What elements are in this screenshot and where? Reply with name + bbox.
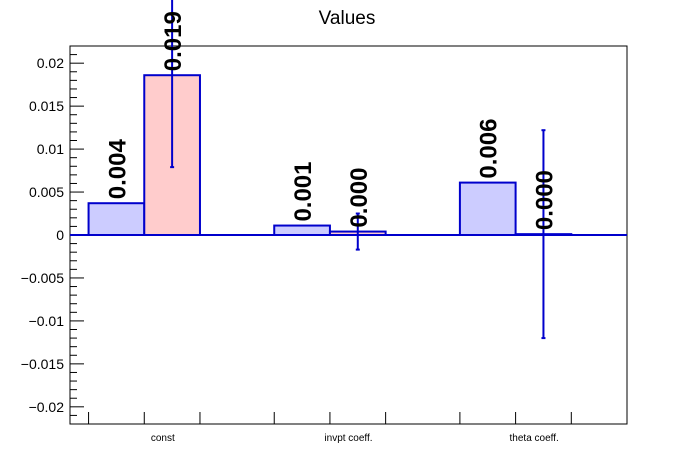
y-axis: 0.02 0.015 0.01 0.005 0 −0.005 −0.01 −0.015 −0.0… xyxy=(21,45,84,425)
error-bar xyxy=(541,129,546,340)
category-label: theta coeff. xyxy=(510,433,559,444)
y-tick-label: 0.015 xyxy=(29,98,64,114)
y-tick-label: 0.005 xyxy=(29,184,64,200)
data-label: 0.006 xyxy=(476,119,503,179)
y-tick-label: −0.01 xyxy=(29,313,65,329)
data-label: 0.001 xyxy=(290,161,317,221)
error-bars xyxy=(170,0,546,340)
y-tick-label: −0.015 xyxy=(21,356,64,372)
bar xyxy=(273,224,331,237)
data-label: 0.000 xyxy=(346,168,373,228)
data-label: 0.004 xyxy=(104,139,131,200)
data-label: 0.000 xyxy=(531,170,558,230)
bar xyxy=(458,181,517,237)
data-labels: 0.004 0.001 0.006 0.019 0.000 0.000 xyxy=(104,11,558,230)
error-bar xyxy=(170,0,175,169)
y-tick-label: 0.02 xyxy=(37,55,64,71)
y-tick-label: −0.02 xyxy=(29,399,65,415)
chart-title: Values xyxy=(319,8,376,29)
y-tick-label: −0.005 xyxy=(21,270,64,286)
x-axis: const invpt coeff. theta coeff. xyxy=(88,412,572,444)
category-label: const xyxy=(151,433,175,444)
y-tick-label: 0.01 xyxy=(37,141,64,157)
data-label: 0.019 xyxy=(160,11,187,71)
y-tick-label: 0 xyxy=(56,227,64,243)
bar xyxy=(87,202,146,237)
category-label: invpt coeff. xyxy=(324,433,372,444)
error-bar xyxy=(355,212,360,251)
